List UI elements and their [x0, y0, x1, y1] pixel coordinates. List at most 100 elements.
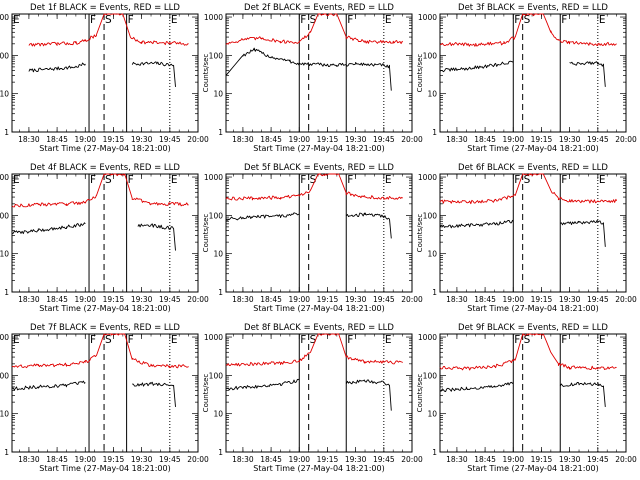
x-tick-label: 19:30	[131, 295, 153, 304]
marker-label: S	[524, 334, 531, 346]
marker-label: F	[128, 334, 134, 346]
x-tick-label: 18:30	[18, 135, 40, 144]
lld-series-line	[28, 13, 189, 47]
plot-frame	[225, 13, 413, 133]
y-axis-label: Counts/sec	[416, 374, 424, 413]
plot-frame	[11, 173, 199, 293]
x-tick-label: 18:30	[446, 295, 468, 304]
x-tick-label: 18:45	[474, 295, 496, 304]
marker-label: E	[599, 174, 606, 186]
y-tick-label: 10	[213, 250, 223, 259]
lld-series-line	[439, 173, 618, 205]
y-tick-label: 1	[432, 448, 437, 457]
y-tick-label: 100	[423, 371, 438, 380]
x-tick-label: 19:30	[559, 295, 581, 304]
y-tick-label: 10	[213, 90, 223, 99]
x-tick-label: 19:30	[559, 455, 581, 464]
marker-label: S	[105, 174, 112, 186]
lld-series-line	[439, 333, 617, 371]
marker-label: F	[300, 334, 306, 346]
y-tick-label: 100	[0, 371, 9, 380]
x-tick-label: 19:30	[345, 295, 367, 304]
marker-label: S	[105, 14, 112, 26]
events-series-line	[439, 219, 514, 229]
plot-frame	[225, 173, 413, 293]
events-series-line	[345, 379, 392, 411]
x-tick-label: 19:00	[502, 135, 524, 144]
x-axis-label: Start Time (27-May-04 18:21:00)	[39, 304, 170, 313]
x-tick-label: 19:30	[559, 135, 581, 144]
panel-title: Det 4f BLACK = Events, RED = LLD	[30, 163, 180, 173]
marker-label: S	[524, 174, 531, 186]
x-tick-label: 19:15	[317, 295, 339, 304]
x-tick-label: 19:30	[131, 455, 153, 464]
y-tick-label: 1	[218, 288, 223, 297]
marker-label: F	[90, 334, 96, 346]
x-tick-label: 19:45	[159, 295, 181, 304]
y-axis-label: Counts/sec	[202, 374, 210, 413]
y-axis-label: Counts/sec	[416, 214, 424, 253]
marker-label: E	[385, 174, 392, 186]
y-axis-label: Counts/sec	[202, 54, 210, 93]
x-tick-label: 18:30	[18, 295, 40, 304]
x-tick-label: 19:45	[373, 295, 395, 304]
y-tick-label: 1	[4, 448, 9, 457]
marker-label: F	[561, 14, 567, 26]
x-tick-label: 20:00	[615, 455, 637, 464]
x-tick-label: 20:00	[615, 295, 637, 304]
y-tick-label: 1000	[0, 333, 9, 342]
y-tick-label: 1	[218, 448, 223, 457]
x-tick-label: 19:15	[531, 455, 553, 464]
events-series-line	[11, 222, 86, 235]
x-tick-label: 19:30	[131, 135, 153, 144]
y-tick-label: 100	[423, 211, 438, 220]
marker-label: F	[90, 14, 96, 26]
y-tick-label: 1000	[204, 173, 223, 182]
y-tick-label: 100	[209, 51, 224, 60]
y-tick-label: 100	[209, 211, 224, 220]
x-tick-label: 19:15	[317, 455, 339, 464]
events-series-line	[226, 378, 300, 391]
x-tick-label: 19:00	[502, 295, 524, 304]
x-tick-label: 19:45	[159, 455, 181, 464]
y-tick-label: 1000	[418, 333, 437, 342]
marker-label: E	[599, 334, 606, 346]
marker-label: E	[385, 14, 392, 26]
plot-frame	[439, 173, 627, 293]
panel-1: Det 1f BLACK = Events, RED = LLD 1 10 100 10…	[0, 3, 209, 153]
y-tick-label: 10	[427, 90, 437, 99]
plot-frame	[439, 333, 627, 453]
marker-label: F	[128, 174, 134, 186]
marker-label: F	[514, 174, 520, 186]
x-tick-label: 18:45	[260, 135, 282, 144]
x-tick-label: 18:30	[446, 135, 468, 144]
y-tick-label: 10	[0, 410, 9, 419]
plot-frame	[225, 333, 413, 453]
events-series-line	[569, 61, 606, 87]
marker-label: F	[347, 334, 353, 346]
x-tick-label: 18:45	[46, 295, 68, 304]
panel-2: Det 2f BLACK = Events, RED = LLD 1 10 100 10…	[202, 3, 423, 153]
x-tick-label: 18:30	[232, 135, 254, 144]
panel-8: Det 8f BLACK = Events, RED = LLD 1 10 100 10…	[202, 323, 423, 473]
y-tick-label: 10	[213, 410, 223, 419]
marker-label: S	[310, 334, 317, 346]
x-tick-label: 20:00	[187, 295, 209, 304]
lld-series-line	[225, 173, 403, 201]
x-axis-label: Start Time (27-May-04 18:21:00)	[253, 144, 384, 153]
x-axis-label: Start Time (27-May-04 18:21:00)	[253, 464, 384, 473]
y-tick-label: 1000	[418, 173, 437, 182]
x-tick-label: 19:45	[373, 135, 395, 144]
events-series-line	[28, 62, 86, 73]
y-tick-label: 1	[432, 288, 437, 297]
x-tick-label: 19:00	[74, 295, 96, 304]
y-tick-label: 1000	[0, 173, 9, 182]
marker-label: E	[13, 14, 20, 26]
x-tick-label: 19:45	[373, 455, 395, 464]
x-tick-label: 19:45	[587, 135, 609, 144]
x-tick-label: 18:45	[46, 135, 68, 144]
lld-series-line	[225, 13, 404, 45]
events-series-line	[559, 382, 606, 407]
lld-series-line	[225, 333, 403, 367]
x-tick-label: 19:00	[288, 135, 310, 144]
